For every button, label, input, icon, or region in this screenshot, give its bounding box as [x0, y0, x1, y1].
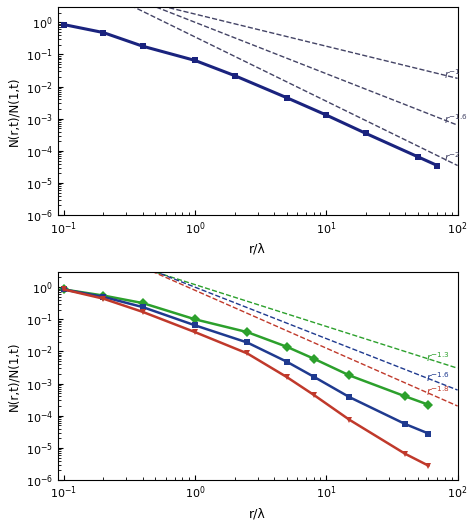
Text: $r^{-2}$: $r^{-2}$ [444, 151, 461, 164]
Text: $r^{-1.6}$: $r^{-1.6}$ [426, 370, 450, 384]
X-axis label: r/λ: r/λ [249, 507, 266, 520]
Text: $r^{-1.8}$: $r^{-1.8}$ [426, 384, 450, 398]
Text: $r^{-1.3}$: $r^{-1.3}$ [426, 350, 450, 364]
Y-axis label: N(r,t)/N(1,t): N(r,t)/N(1,t) [7, 76, 20, 146]
Text: $r^{-1.6}$: $r^{-1.6}$ [444, 112, 468, 125]
Text: $r^{-1}$: $r^{-1}$ [444, 67, 461, 81]
X-axis label: r/λ: r/λ [249, 242, 266, 255]
Y-axis label: N(r,t)/N(1,t): N(r,t)/N(1,t) [7, 341, 20, 411]
